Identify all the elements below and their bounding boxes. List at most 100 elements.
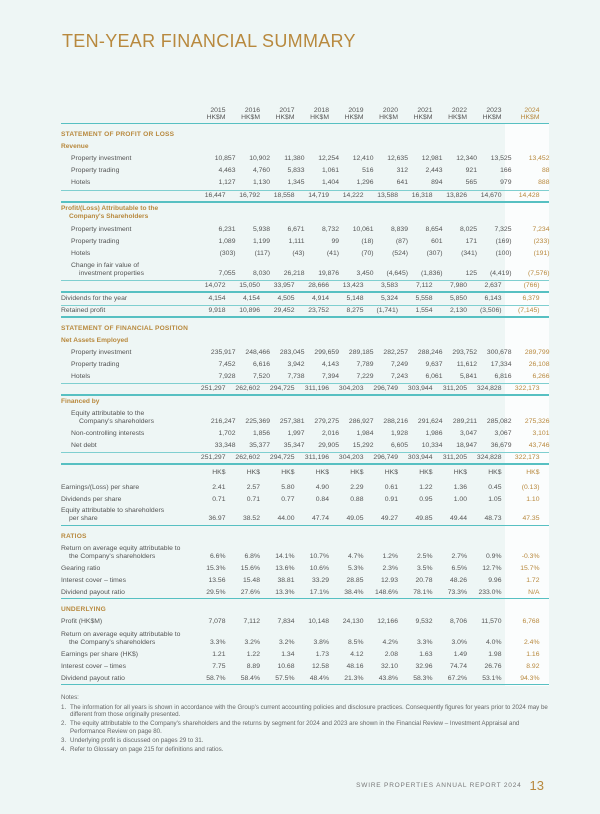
cell-2015: 7,078	[208, 618, 226, 626]
cell-2022: 921	[465, 167, 477, 175]
cell-2015: 7,452	[218, 360, 236, 368]
cell-2020: 2.3%	[382, 564, 399, 572]
table-row: Hotels 1,127 1,130 1,345 1,404 1,296 641 894 565…	[61, 177, 550, 189]
cell-2023: (100)	[495, 250, 512, 258]
cell-2016: 248,466	[245, 348, 270, 356]
total-row: 14,072 15,050 33,957 28,666 13,423 3,583 7,112…	[61, 280, 549, 294]
cell-2016: 3.2%	[244, 638, 261, 646]
cell-2015: 9,918	[208, 306, 226, 314]
cell-2021: 288,246	[417, 348, 443, 356]
cell-2018: 99	[331, 237, 339, 245]
cell-2017: 35,347	[283, 442, 305, 450]
cell-2022: 2,130	[449, 306, 467, 314]
cell-2019: HK$	[350, 469, 364, 477]
row-label-line: Change in fair value of	[71, 262, 140, 270]
cell-2022: 1.49	[453, 650, 467, 658]
cell-2017: 7,738	[287, 372, 305, 380]
cell-2018: 1,061	[321, 167, 339, 175]
cell-2022: (341)	[461, 250, 477, 258]
cell-2015: 7.75	[212, 662, 226, 670]
cell-2019: (18)	[361, 237, 374, 245]
cell-2018: 14,719	[308, 191, 329, 199]
cell-2023: 6,143	[484, 295, 502, 303]
cell-2019: 516	[362, 167, 374, 175]
cell-2021: 5,558	[415, 295, 433, 303]
footer: SWIRE PROPERTIES ANNUAL REPORT 2024 13	[356, 778, 544, 793]
cell-2024: 1.10	[526, 495, 540, 503]
cell-2018: 279,275	[314, 418, 339, 426]
row-label: Return on average equity attributable to…	[61, 545, 191, 561]
cell-2022: 311,205	[442, 385, 467, 393]
cell-2021: 1,554	[415, 306, 433, 314]
cell-2024: 6,379	[522, 295, 540, 303]
cell-2024: N/A	[528, 588, 540, 596]
cell-2018: 23,752	[308, 306, 329, 314]
cell-2022: HK$	[453, 469, 467, 477]
cell-2020: (4,645)	[386, 270, 408, 278]
cell-2017: 5,833	[287, 167, 305, 175]
cell-2024: (7,145)	[517, 306, 540, 314]
cell-2015: 16,447	[204, 191, 226, 199]
cell-2022: 18,947	[456, 442, 477, 450]
table-row: Change in fair value of investment proper…	[61, 260, 550, 280]
cell-2015: 216,247	[210, 418, 236, 426]
report-name: SWIRE PROPERTIES ANNUAL REPORT 2024	[356, 782, 522, 789]
row-label-line: RATIOS	[61, 532, 87, 540]
cell-2016: HK$	[246, 469, 260, 477]
cell-2020: 12.93	[380, 577, 398, 585]
cell-2015: 6,231	[218, 225, 236, 233]
cell-2023: 17,334	[490, 360, 512, 368]
cell-2023: 1.05	[488, 495, 502, 503]
cell-2016: 8.89	[246, 662, 260, 670]
cell-2020: (87)	[395, 237, 408, 245]
cell-2017: 13.6%	[275, 564, 295, 572]
cell-2022: 67.2%	[447, 674, 467, 682]
cell-2019: 49.05	[346, 514, 364, 522]
cell-2021: 9,637	[425, 360, 443, 368]
cell-2016: 6,616	[252, 360, 270, 368]
note-number: 1.	[61, 703, 67, 711]
cell-2017: 57.5%	[275, 674, 295, 682]
cell-2015: 15.3%	[206, 564, 226, 572]
total-row: 251,297 262,602 294,725 311,196 304,203 296,7…	[61, 383, 549, 397]
row-label-line: Earnings/(Loss) per share	[61, 483, 140, 491]
cell-2022: 1.36	[453, 483, 467, 491]
cell-2016: 7,112	[243, 618, 260, 626]
cell-2020: 0.61	[384, 483, 398, 491]
row-label: Profit/(Loss) Attributable to the Company…	[61, 205, 191, 221]
cell-2022: 3.0%	[451, 638, 468, 646]
row-label: Revenue	[61, 143, 191, 151]
row-label-line2: investment properties	[79, 270, 144, 278]
cell-2018: 311,196	[304, 454, 329, 462]
row-label: Earnings/(Loss) per share	[61, 484, 191, 492]
row-label-line: Property investment	[71, 348, 132, 356]
cell-2024: 6,266	[532, 372, 550, 380]
cell-2019: 289,185	[348, 348, 374, 356]
subsection-heading: Revenue	[61, 141, 549, 153]
cell-2024: 6,768	[522, 618, 540, 626]
table-row: Property investment 10,857 10,902 11,380 12,…	[61, 153, 550, 165]
cell-2019: 3,450	[356, 270, 374, 278]
cell-2022: 1.00	[453, 495, 467, 503]
cell-2017: 44.00	[277, 514, 295, 522]
cell-2016: 1,199	[252, 237, 270, 245]
section-heading: RATIOS	[61, 526, 549, 543]
cell-2023: 4.0%	[486, 638, 502, 646]
row-label: Hotels	[61, 373, 201, 381]
cell-2018: 48.4%	[309, 674, 329, 682]
row-label: UNDERLYING	[61, 606, 191, 614]
cell-2024: 26,108	[528, 360, 550, 368]
table-row: Equity attributable to the Company's shar…	[61, 408, 550, 428]
cell-2023: 36,679	[490, 442, 512, 450]
cell-2016: 10,902	[249, 155, 270, 163]
cell-2016: 10,896	[239, 306, 260, 314]
cell-2023: 9.96	[488, 577, 502, 585]
cell-2022: 565	[465, 179, 477, 187]
financial-summary-table: 2015 HK$M 2016 HK$M 2017 HK$M 2018 HK$M 2019…	[61, 103, 550, 686]
cell-2016: (117)	[254, 250, 270, 258]
row-label-line2: Company's shareholders	[79, 418, 154, 426]
cell-2015: 1,127	[218, 179, 236, 187]
cell-2022: 293,752	[452, 348, 477, 356]
page-number: 13	[529, 778, 544, 793]
cell-2015: 6.6%	[210, 552, 226, 560]
